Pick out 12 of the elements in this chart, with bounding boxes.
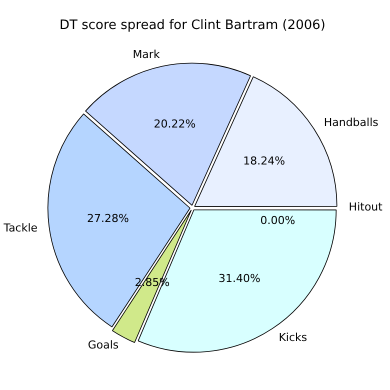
chart-title: DT score spread for Clint Bartram (2006) xyxy=(59,18,326,34)
data-label: 31.40% xyxy=(218,272,261,285)
slice-label: Mark xyxy=(132,48,160,61)
data-label: 20.22% xyxy=(154,117,196,130)
data-label: 18.24% xyxy=(243,154,286,168)
slice-label: Tackle xyxy=(2,221,38,234)
slice-label: Goals xyxy=(88,338,119,352)
data-label: 27.28% xyxy=(87,212,129,225)
slice-label: Kicks xyxy=(278,331,308,344)
text: 0.00% xyxy=(260,214,296,228)
category-label: Hitout xyxy=(348,200,382,214)
slice-label: Handballs xyxy=(324,116,379,129)
